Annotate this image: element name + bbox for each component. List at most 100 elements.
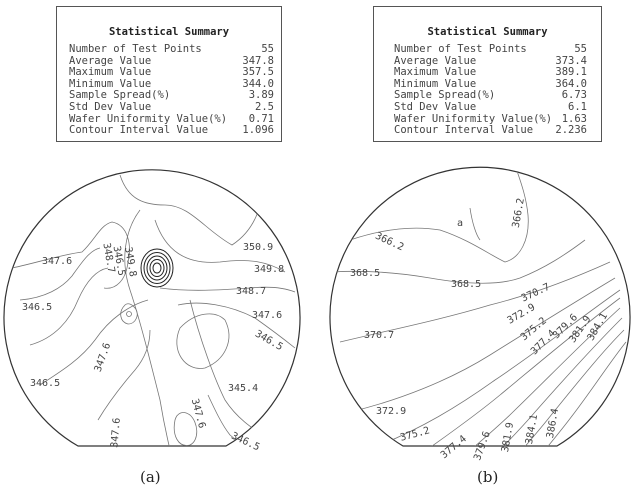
row-label: Std Dev Value [394, 100, 477, 113]
contour-label: 386.4 [545, 408, 561, 440]
contour-label: 347.6 [109, 417, 123, 448]
contour-label: 366.2 [373, 231, 405, 254]
caption-b: (b) [477, 468, 499, 486]
summary-row: Wafer Uniformity Value(%) 1.63 [394, 112, 601, 126]
summary-row: Number of Test Points 55 [69, 43, 281, 56]
row-label: Minimum Value [69, 77, 152, 90]
contour-line [479, 317, 623, 446]
contour-label: 372.9 [376, 406, 406, 417]
row-value: 347.8 [242, 54, 274, 67]
summary-row: Minimum Value 364.0 [394, 77, 601, 91]
row-label: Wafer Uniformity Value(%) [69, 112, 228, 125]
summary-title-b: Statistical Summary [427, 26, 548, 38]
contour-line [349, 277, 616, 413]
contour-line [504, 329, 625, 446]
row-label: Contour Interval Value [394, 124, 534, 137]
row-value: 2.236 [555, 124, 587, 137]
contour-label: 347.6 [252, 310, 282, 321]
summary-title-a: Statistical Summary [108, 26, 230, 38]
contour-label: 346.5 [111, 245, 127, 277]
row-label: Maximum Value [69, 66, 152, 79]
contour-line [449, 307, 621, 446]
contour-label: 346.5 [30, 378, 60, 389]
contour-line [331, 239, 586, 284]
contour-label: 384.1 [586, 311, 611, 343]
row-value: 2.5 [255, 100, 274, 113]
contour-line [176, 313, 230, 369]
peak-rings-a [140, 248, 174, 288]
row-value: 389.1 [555, 66, 587, 79]
summary-row: Number of Test Points 55 [394, 43, 601, 56]
contour-line [39, 299, 149, 386]
contour-label: 370.7 [520, 282, 552, 305]
row-value: 6.1 [568, 100, 587, 113]
contour-label: 346.5 [22, 302, 52, 313]
wafer-map-b: 366.2 366.2 368.5 368.5 370.7 370.7 372.… [329, 166, 631, 462]
contour-label: 368.5 [451, 279, 481, 290]
row-value: 6.73 [561, 89, 587, 102]
summary-row: Wafer Uniformity Value(%) 0.71 [69, 112, 281, 126]
contour-label: 346.5 [253, 329, 285, 354]
row-value: 357.5 [242, 66, 274, 79]
row-label: Minimum Value [394, 77, 477, 90]
row-value: 373.4 [555, 54, 587, 67]
contour-label: 347.6 [42, 256, 72, 267]
row-label: Wafer Uniformity Value(%) [394, 112, 553, 125]
contour-label: 349.8 [254, 264, 284, 275]
summary-row: Contour Interval Value 2.236 [394, 124, 601, 137]
contour-label: 348.7 [236, 286, 266, 297]
row-label: Contour Interval Value [69, 124, 209, 137]
summary-row: Sample Spread(%) 3.89 [69, 90, 281, 102]
row-value: 1.63 [561, 112, 587, 125]
wafer-outline-a [3, 169, 301, 447]
statistical-summary-b: Statistical Summary Number of Test Point… [373, 6, 602, 142]
contour-line [177, 302, 296, 349]
row-value: 55 [261, 43, 274, 55]
contour-line [469, 207, 481, 241]
wafer-map-a: 347.6 348.7 346.5 349.8 350.9 349.8 348.… [3, 169, 301, 453]
contour-label: 347.6 [189, 398, 207, 430]
marker-dot: a [457, 218, 463, 229]
contour-line [11, 221, 130, 289]
row-label: Sample Spread(%) [394, 89, 496, 102]
contour-label: 375.2 [399, 425, 431, 443]
contour-label: 349.8 [122, 246, 138, 278]
row-value: 344.0 [242, 77, 274, 90]
row-label: Std Dev Value [69, 100, 152, 113]
contour-line [19, 247, 101, 301]
wafer-outline-b [329, 166, 631, 447]
contour-label: 384.1 [524, 414, 540, 446]
row-label: Average Value [69, 54, 152, 67]
contour-label: 381.9 [500, 422, 516, 454]
contour-line [339, 261, 611, 343]
summary-row: Minimum Value 344.0 [69, 77, 281, 91]
contour-line [126, 311, 132, 317]
row-value: 0.71 [248, 112, 274, 125]
contour-line [173, 412, 198, 446]
contour-label: 350.9 [243, 242, 273, 253]
row-value: 364.0 [555, 77, 587, 90]
contour-line [29, 267, 109, 346]
summary-row: Average Value 373.4 [394, 54, 601, 68]
row-label: Maximum Value [394, 66, 477, 79]
contour-line [409, 297, 621, 446]
statistical-summary-a: Statistical Summary Number of Test Point… [56, 6, 282, 142]
contour-line [159, 286, 296, 293]
contour-label: 366.2 [511, 197, 527, 229]
summary-row: Maximum Value 357.5 [69, 66, 281, 79]
contour-label: 347.6 [93, 342, 114, 374]
contour-line [119, 174, 263, 246]
contour-label: 370.7 [364, 330, 394, 341]
row-label: Sample Spread(%) [69, 89, 171, 102]
row-label: Average Value [394, 54, 477, 67]
summary-row: Contour Interval Value 1.096 [69, 124, 281, 137]
contour-line [371, 289, 621, 446]
row-value: 1.096 [242, 124, 274, 137]
summary-row: Std Dev Value 2.5 [69, 100, 281, 114]
contour-line [349, 167, 529, 263]
summary-row: Maximum Value 389.1 [394, 66, 601, 79]
contour-line [154, 219, 286, 273]
row-value: 3.89 [248, 89, 274, 102]
contour-line [97, 329, 151, 421]
